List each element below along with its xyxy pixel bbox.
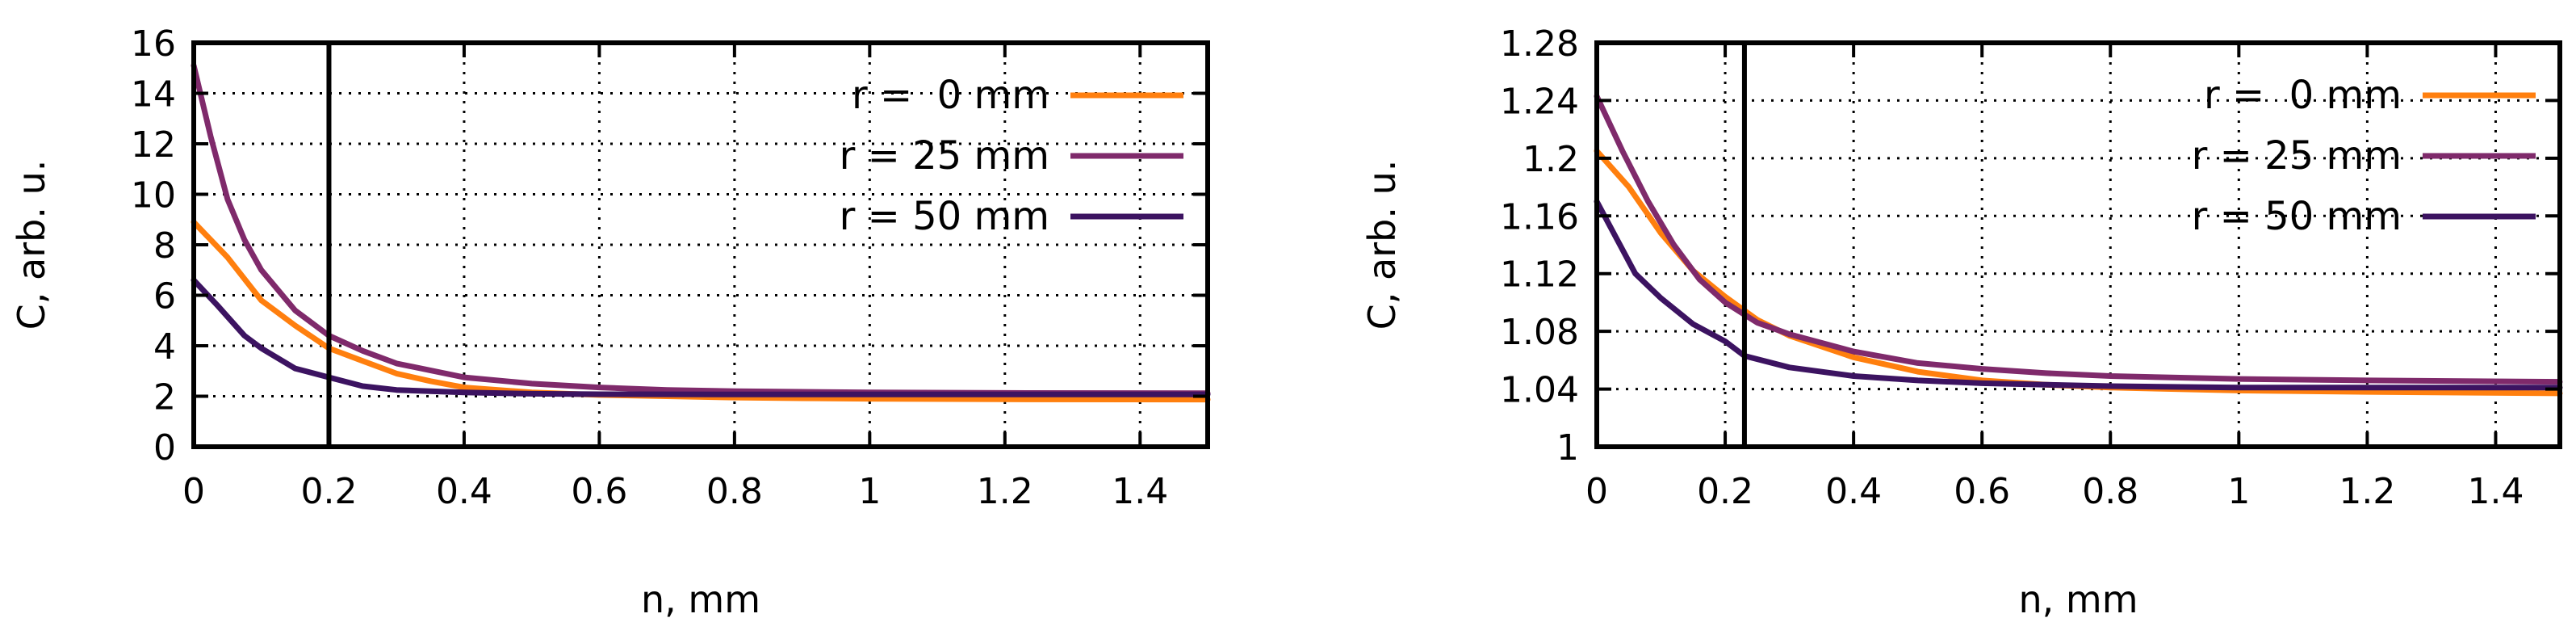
series-line-2 — [1594, 93, 2563, 385]
x-tick-label: 1.2 — [977, 471, 1033, 512]
y-tick-label: 1.08 — [1500, 312, 1579, 353]
x-tick-label: 1.2 — [2339, 471, 2395, 512]
y-tick-label: 2 — [153, 377, 176, 418]
x-axis-label: n, mm — [641, 578, 760, 621]
y-tick-label: 1.28 — [1500, 23, 1579, 65]
y-axis-label: C, arb. u. — [10, 160, 53, 330]
chart-panel-2: 0 0.2 0.4 0.6 0.8 1 1.2 1.4 1 1.04 1.08 1.12 1.16 1.2… — [1360, 23, 2563, 621]
legend-label: r = 25 mm — [840, 133, 1049, 179]
y-tick-label: 8 — [153, 225, 176, 267]
x-tick-label: 0 — [1585, 471, 1608, 512]
x-tick-label: 0.2 — [1697, 471, 1753, 512]
x-tick-label: 1 — [858, 471, 881, 512]
x-tick-label: 1.4 — [2467, 471, 2524, 512]
y-tick-label: 14 — [131, 74, 176, 116]
y-tick-label: 6 — [153, 276, 176, 317]
x-tick-label: 0.2 — [300, 471, 357, 512]
y-tick-label: 10 — [131, 175, 176, 217]
x-axis-label: n, mm — [2018, 578, 2138, 621]
y-tick-label: 12 — [131, 124, 176, 166]
y-tick-label: 1.2 — [1523, 139, 1579, 180]
y-tick-label: 4 — [153, 326, 176, 368]
x-tick-label: 0.8 — [706, 471, 763, 512]
x-tick-label: 0 — [182, 471, 205, 512]
y-tick-label: 16 — [131, 23, 176, 65]
legend-label: r = 0 mm — [852, 73, 1049, 118]
plot-frame — [1594, 40, 2562, 449]
chart-panel-1: 0 0.2 0.4 0.6 0.8 1 1.2 1.4 0 2 4 6 8 10 12 14 16 n, mm C,… — [10, 23, 1211, 621]
y-tick-label: 0 — [153, 427, 176, 469]
legend-label: r = 50 mm — [840, 194, 1049, 239]
y-tick-label: 1.12 — [1500, 254, 1579, 296]
series-line-3 — [191, 277, 1211, 397]
y-tick-label: 1 — [1556, 427, 1579, 469]
x-tick-label: 1.4 — [1112, 471, 1168, 512]
y-tick-label: 1.16 — [1500, 196, 1579, 238]
x-tick-label: 0.8 — [2082, 471, 2138, 512]
legend-label: r = 50 mm — [2192, 194, 2402, 239]
y-tick-label: 1.04 — [1500, 370, 1579, 411]
x-tick-label: 0.4 — [1825, 471, 1882, 512]
series-line-1 — [191, 219, 1211, 403]
legend-label: r = 25 mm — [2192, 133, 2402, 179]
legend-label: r = 0 mm — [2204, 73, 2402, 118]
x-tick-label: 0.4 — [436, 471, 492, 512]
x-tick-label: 0.6 — [1954, 471, 2010, 512]
series-line-3 — [1594, 198, 2563, 391]
series-line-2 — [191, 62, 1211, 397]
x-tick-label: 1 — [2227, 471, 2250, 512]
y-tick-label: 1.24 — [1500, 81, 1579, 122]
x-tick-label: 0.6 — [571, 471, 627, 512]
plot-frame — [191, 40, 1210, 449]
y-axis-label: C, arb. u. — [1360, 160, 1404, 330]
